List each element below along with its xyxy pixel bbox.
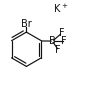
Text: F: F <box>59 28 64 38</box>
Text: F: F <box>61 36 67 46</box>
Text: B: B <box>49 36 56 46</box>
Text: F: F <box>55 45 61 55</box>
Text: K: K <box>54 4 60 14</box>
Text: +: + <box>62 3 68 9</box>
Text: Br: Br <box>21 19 32 29</box>
